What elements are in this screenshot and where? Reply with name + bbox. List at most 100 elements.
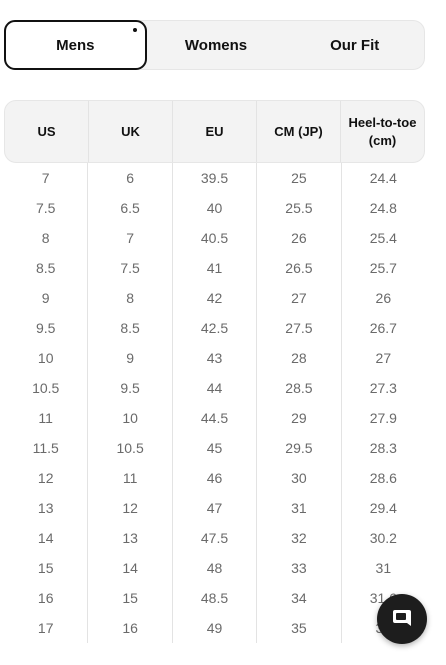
cell-uk: 7.5 <box>88 253 173 283</box>
cell-uk: 6 <box>88 163 173 193</box>
cell-heel-to-toe: 25.4 <box>369 230 397 246</box>
cell-heel-to-toe: 28.3 <box>369 440 397 456</box>
cell-heel-to-toe: 31 <box>375 560 392 576</box>
cell-us: 16 <box>4 583 89 613</box>
cell-heel-to-toe: 25.7 <box>369 260 397 276</box>
cell-eu: 41 <box>173 253 258 283</box>
cell-us: 9 <box>4 283 89 313</box>
cell-us: 15 <box>4 553 89 583</box>
cell-uk: 7 <box>88 223 173 253</box>
header-us: US <box>5 101 89 162</box>
cell-uk: 12 <box>88 493 173 523</box>
cell-us: 11.5 <box>4 433 89 463</box>
cell-uk: 9 <box>88 343 173 373</box>
tab-womens-label: Womens <box>184 36 248 54</box>
cell-us: 13 <box>4 493 89 523</box>
table-row: 7 6 39.5 25 24.4 <box>4 163 425 193</box>
cell-us: 12 <box>4 463 89 493</box>
cell-cm-jp: 28.5 <box>257 373 342 403</box>
table-row: 12 11 46 30 28.6 <box>4 463 425 493</box>
table-row: 8.5 7.5 41 26.5 25.7 <box>4 253 425 283</box>
cell-heel-to-toe: 24.4 <box>369 170 397 186</box>
table-row: 14 13 47.5 32 30.2 <box>4 523 425 553</box>
header-heel-to-toe-label: Heel-to-toe (cm) <box>348 114 417 148</box>
cell-cm-jp: 34 <box>257 583 342 613</box>
cell-uk: 10 <box>88 403 173 433</box>
cell-us: 8 <box>4 223 89 253</box>
header-heel-to-toe: Heel-to-toe (cm) <box>341 101 424 162</box>
cell-eu: 42 <box>173 283 258 313</box>
cell-us: 10 <box>4 343 89 373</box>
cell-cm-jp: 31 <box>257 493 342 523</box>
tab-our-fit[interactable]: Our Fit <box>285 21 424 69</box>
cell-uk: 14 <box>88 553 173 583</box>
size-tabs: Mens Womens Our Fit <box>4 20 425 70</box>
cell-us: 10.5 <box>4 373 89 403</box>
table-row: 8 7 40.5 26 25.4 <box>4 223 425 253</box>
size-chart-table: US UK EU CM (JP) Heel-to-toe (cm) 7 6 39.5… <box>4 100 425 643</box>
cell-eu: 44.5 <box>173 403 258 433</box>
cell-uk: 8.5 <box>88 313 173 343</box>
cell-cm-jp: 26.5 <box>257 253 342 283</box>
table-body: 7 6 39.5 25 24.4 7.5 6.5 40 25.5 24.8 8 7 40.5 26 25.4… <box>4 163 425 643</box>
cell-uk: 10.5 <box>88 433 173 463</box>
cell-eu: 39.5 <box>173 163 258 193</box>
cell-eu: 40 <box>173 193 258 223</box>
cell-cm-jp: 25 <box>257 163 342 193</box>
cell-heel-to-toe: 27 <box>375 350 392 366</box>
header-eu: EU <box>173 101 257 162</box>
table-row: 7.5 6.5 40 25.5 24.8 <box>4 193 425 223</box>
table-row: 15 14 48 33 31 <box>4 553 425 583</box>
cell-uk: 6.5 <box>88 193 173 223</box>
cell-uk: 13 <box>88 523 173 553</box>
chat-button[interactable] <box>377 594 427 644</box>
cell-cm-jp: 27.5 <box>257 313 342 343</box>
table-row: 10.5 9.5 44 28.5 27.3 <box>4 373 425 403</box>
cell-us: 9.5 <box>4 313 89 343</box>
cell-cm-jp: 29.5 <box>257 433 342 463</box>
cell-heel-to-toe: 27.9 <box>369 410 397 426</box>
cell-uk: 9.5 <box>88 373 173 403</box>
table-row: 1716493532 <box>4 613 425 643</box>
tab-mens-label: Mens <box>56 36 95 54</box>
cell-us: 8.5 <box>4 253 89 283</box>
header-cm-jp: CM (JP) <box>257 101 341 162</box>
cell-heel-to-toe: 26.7 <box>369 320 397 336</box>
cell-uk: 11 <box>88 463 173 493</box>
cell-eu: 42.5 <box>173 313 258 343</box>
table-row: 9.5 8.5 42.5 27.5 26.7 <box>4 313 425 343</box>
cell-heel-to-toe: 30.2 <box>369 530 397 546</box>
cell-heel-to-toe: 28.6 <box>369 470 397 486</box>
cell-eu: 40.5 <box>173 223 258 253</box>
table-header: US UK EU CM (JP) Heel-to-toe (cm) <box>4 100 425 163</box>
cell-us: 11 <box>4 403 89 433</box>
cell-us: 7 <box>4 163 89 193</box>
cell-cm-jp: 32 <box>257 523 342 553</box>
cell-heel-to-toe: 27.3 <box>369 380 397 396</box>
cell-eu: 49 <box>173 613 258 643</box>
header-uk: UK <box>89 101 173 162</box>
cell-cm-jp: 25.5 <box>257 193 342 223</box>
table-row: 16 15 48.5 34 31.6 <box>4 583 425 613</box>
cell-uk: 15 <box>88 583 173 613</box>
cell-cm-jp: 28 <box>257 343 342 373</box>
cell-eu: 46 <box>173 463 258 493</box>
cell-us: 7.5 <box>4 193 89 223</box>
cell-eu: 47 <box>173 493 258 523</box>
cell-cm-jp: 26 <box>257 223 342 253</box>
tab-womens[interactable]: Womens <box>147 21 286 69</box>
cell-heel-to-toe: 26 <box>375 290 392 306</box>
table-row: 9 8 42 27 26 <box>4 283 425 313</box>
cell-eu: 44 <box>173 373 258 403</box>
tab-mens[interactable]: Mens <box>4 20 147 70</box>
active-dot-indicator <box>132 28 137 32</box>
cell-cm-jp: 27 <box>257 283 342 313</box>
cell-eu: 47.5 <box>173 523 258 553</box>
cell-cm-jp: 35 <box>257 613 342 643</box>
cell-cm-jp: 33 <box>257 553 342 583</box>
table-row: 10 9 43 28 27 <box>4 343 425 373</box>
cell-cm-jp: 29 <box>257 403 342 433</box>
cell-eu: 43 <box>173 343 258 373</box>
cell-heel-to-toe: 24.8 <box>369 200 397 216</box>
cell-us: 17 <box>4 613 89 643</box>
